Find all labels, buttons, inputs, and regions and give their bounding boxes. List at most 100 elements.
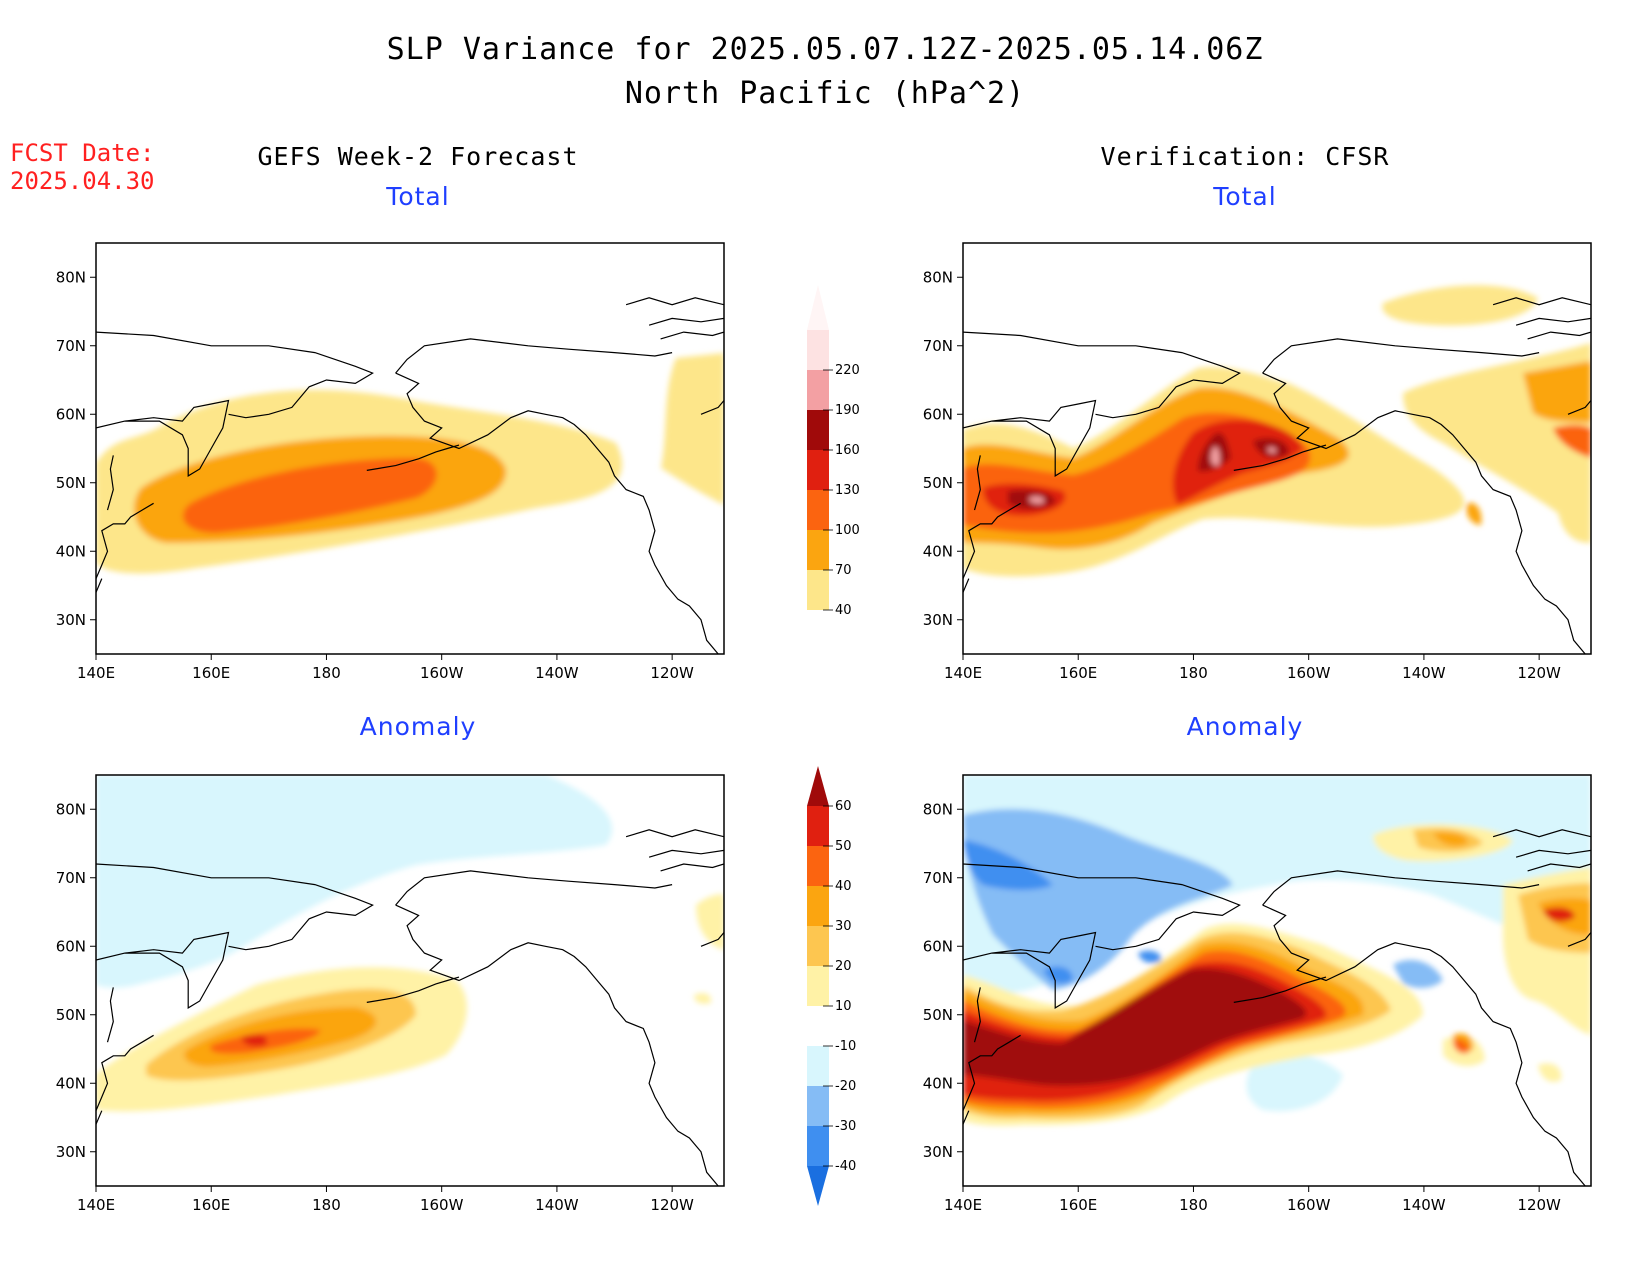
colorbar-tick-label: 70 <box>835 563 852 578</box>
lon-tick-label: 140E <box>944 1196 982 1214</box>
lon-tick-label: 160W <box>420 1196 464 1214</box>
fcst-date-label: FCST Date: <box>10 139 155 167</box>
lon-tick-label: 140W <box>1402 1196 1446 1214</box>
lon-tick-label: 140W <box>535 1196 579 1214</box>
panel-title-forecast-total: Total <box>386 182 450 211</box>
coastline-segment <box>106 455 114 511</box>
coastline-segment <box>700 932 724 947</box>
coastline-segment <box>1515 317 1591 326</box>
colorbar-tick-label: -40 <box>835 1159 856 1174</box>
lon-tick-label: 120W <box>1517 1196 1561 1214</box>
colorbar-tick-label: 40 <box>835 603 852 618</box>
coastline-segment <box>963 931 1097 1009</box>
colorbar-swatch <box>807 450 829 490</box>
coastline-segment <box>963 399 1097 477</box>
lon-tick-label: 160E <box>192 664 230 682</box>
lat-tick-label: 70N <box>923 869 953 887</box>
lon-tick-label: 140E <box>77 664 115 682</box>
coastline-segment <box>1262 904 1586 1186</box>
coastline-segment <box>700 400 724 415</box>
coastline-segment <box>963 1110 970 1125</box>
lon-tick-label: 140W <box>535 664 579 682</box>
coastline-segment <box>1567 400 1591 415</box>
lat-tick-label: 30N <box>56 1143 86 1161</box>
colorbar-tick-label: 190 <box>835 403 860 418</box>
coastline-segment <box>963 578 970 593</box>
coastline-overlays <box>96 297 1591 1186</box>
coastline-segment <box>1262 372 1586 654</box>
coastline-segment <box>96 1034 154 1111</box>
coastline-segment <box>1527 863 1591 872</box>
map-axes: 80N 70N 60N 50N 40N 30N 140E 160E 180 160W 140W 120… <box>56 268 1561 1214</box>
lat-tick-label: 40N <box>56 542 86 560</box>
colorbar-tick-label: -30 <box>835 1119 856 1134</box>
lon-tick-label: 120W <box>650 664 694 682</box>
colorbar-tick-label: -10 <box>835 1039 856 1054</box>
colorbar-arrow-top <box>807 285 829 330</box>
lon-tick-label: 120W <box>1517 664 1561 682</box>
colorbar-swatch <box>807 806 829 846</box>
coastline-segment <box>96 578 103 593</box>
coastline-segment <box>1567 932 1591 947</box>
lat-tick-label: 30N <box>923 1143 953 1161</box>
coastline-forecast-anomaly <box>96 829 724 1186</box>
coastline-segment <box>973 455 981 511</box>
lon-tick-label: 180 <box>312 664 341 682</box>
lat-tick-label: 40N <box>923 1074 953 1092</box>
coastline-segment <box>96 1110 103 1125</box>
coastline-segment <box>96 502 154 579</box>
coastline-segment <box>963 1034 1021 1111</box>
lat-tick-label: 30N <box>923 611 953 629</box>
colorbar-tick-label: 130 <box>835 483 860 498</box>
colorbar-swatch <box>807 330 829 370</box>
coastline-segment <box>1233 444 1327 471</box>
lat-tick-label: 80N <box>56 800 86 818</box>
coastline-segment <box>660 331 724 340</box>
coastline-segment <box>648 849 724 858</box>
coastline-segment <box>1527 331 1591 340</box>
colorbar-swatch <box>807 846 829 886</box>
coastline-segment <box>395 904 719 1186</box>
verification-column-heading: Verification: CFSR <box>1100 142 1390 171</box>
coastline-segment <box>1492 829 1591 838</box>
lat-tick-label: 80N <box>923 800 953 818</box>
map-panel-forecast-total <box>95 242 725 655</box>
colorbar-swatch <box>807 1046 829 1086</box>
colorbar-tick-label: 50 <box>835 839 852 854</box>
colorbar-tick-label: 60 <box>835 799 852 814</box>
colorbar-swatch <box>807 1126 829 1166</box>
verification-anomaly-contours <box>963 775 1591 1126</box>
coastline-segment <box>963 331 1241 419</box>
panel-title-forecast-anomaly: Anomaly <box>359 712 477 741</box>
coastline-segment <box>1262 870 1540 906</box>
lon-tick-label: 120W <box>650 1196 694 1214</box>
lat-tick-label: 50N <box>923 1006 953 1024</box>
lat-tick-label: 50N <box>56 474 86 492</box>
panel-title-verification-total: Total <box>1213 182 1277 211</box>
lat-tick-label: 80N <box>923 268 953 286</box>
coastline-segment <box>648 317 724 326</box>
forecast-total-contours <box>96 353 724 574</box>
coastline-segment <box>963 863 1241 951</box>
coastline-segment <box>106 987 114 1043</box>
coastline-segment <box>366 444 460 471</box>
coastline-verification-anomaly <box>963 829 1591 1186</box>
colorbar-tick-label: -20 <box>835 1079 856 1094</box>
colorbar-tick-label: 160 <box>835 443 860 458</box>
coastline-segment <box>1515 849 1591 858</box>
coastline-segment <box>660 863 724 872</box>
map-panel-forecast-anomaly <box>95 774 725 1187</box>
coastline-segment <box>625 829 724 838</box>
colorbar-swatch <box>807 530 829 570</box>
chart-title: SLP Variance for 2025.05.07.12Z-2025.05.… <box>386 32 1264 67</box>
lon-tick-label: 160E <box>1059 1196 1097 1214</box>
lon-tick-label: 140W <box>1402 664 1446 682</box>
coastline-segment <box>96 931 230 1009</box>
colorbar-tick-label: 220 <box>835 363 860 378</box>
colorbar-swatch <box>807 410 829 450</box>
panel-title-verification-anomaly: Anomaly <box>1186 712 1304 741</box>
fcst-date-value: 2025.04.30 <box>10 167 155 195</box>
forecast-anomaly-contours <box>96 775 724 1112</box>
colorbar-arrow-top <box>807 766 829 806</box>
